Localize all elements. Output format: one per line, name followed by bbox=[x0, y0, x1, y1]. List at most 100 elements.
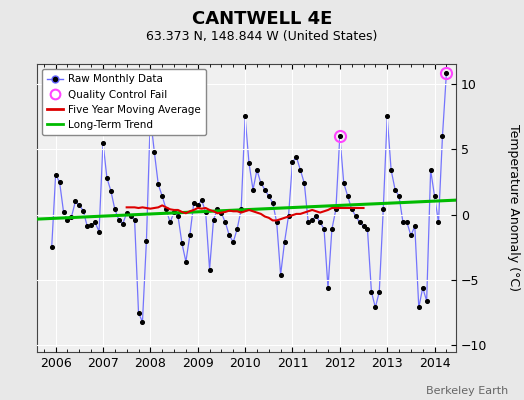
Point bbox=[419, 285, 427, 291]
Point bbox=[367, 288, 376, 295]
Text: 63.373 N, 148.844 W (United States): 63.373 N, 148.844 W (United States) bbox=[146, 30, 378, 43]
Point bbox=[363, 226, 372, 232]
Point bbox=[347, 206, 356, 212]
Point bbox=[209, 216, 217, 223]
Point bbox=[233, 226, 242, 232]
Point bbox=[193, 202, 202, 208]
Point bbox=[379, 206, 387, 212]
Point bbox=[403, 219, 411, 226]
Point bbox=[304, 219, 312, 226]
Point bbox=[130, 216, 139, 223]
Point bbox=[166, 219, 174, 226]
Point bbox=[51, 172, 60, 178]
Point bbox=[395, 193, 403, 200]
Point bbox=[154, 181, 162, 188]
Point bbox=[316, 219, 324, 226]
Point bbox=[411, 223, 419, 230]
Legend: Raw Monthly Data, Quality Control Fail, Five Year Moving Average, Long-Term Tren: Raw Monthly Data, Quality Control Fail, … bbox=[42, 69, 206, 135]
Point bbox=[201, 209, 210, 215]
Point bbox=[178, 240, 186, 246]
Point bbox=[371, 304, 379, 311]
Point bbox=[265, 193, 273, 200]
Point bbox=[296, 167, 304, 173]
Point bbox=[430, 193, 439, 200]
Point bbox=[328, 226, 336, 232]
Point bbox=[118, 220, 127, 227]
Point bbox=[185, 232, 194, 239]
Point bbox=[205, 266, 214, 273]
Point bbox=[292, 154, 301, 160]
Point bbox=[79, 208, 88, 214]
Point bbox=[288, 159, 297, 165]
Point bbox=[434, 219, 443, 226]
Point bbox=[91, 219, 99, 226]
Point bbox=[414, 304, 423, 311]
Point bbox=[253, 167, 261, 173]
Point bbox=[355, 219, 364, 226]
Point bbox=[285, 213, 293, 219]
Point bbox=[217, 210, 226, 216]
Point bbox=[111, 206, 119, 212]
Point bbox=[162, 206, 170, 212]
Point bbox=[87, 222, 95, 228]
Point bbox=[280, 239, 289, 245]
Point bbox=[268, 200, 277, 206]
Point bbox=[59, 209, 68, 215]
Point bbox=[134, 310, 143, 316]
Text: CANTWELL 4E: CANTWELL 4E bbox=[192, 10, 332, 28]
Point bbox=[336, 133, 344, 139]
Point bbox=[359, 223, 368, 230]
Point bbox=[257, 180, 265, 186]
Point bbox=[407, 232, 415, 239]
Point bbox=[198, 197, 206, 203]
Point bbox=[99, 139, 107, 146]
Point bbox=[63, 216, 72, 223]
Point bbox=[237, 206, 245, 212]
Point bbox=[260, 186, 269, 193]
Point bbox=[221, 219, 230, 226]
Point bbox=[146, 113, 155, 120]
Point bbox=[272, 219, 281, 226]
Text: Berkeley Earth: Berkeley Earth bbox=[426, 386, 508, 396]
Point bbox=[95, 228, 103, 235]
Point bbox=[56, 179, 64, 185]
Point bbox=[190, 200, 198, 206]
Point bbox=[391, 186, 399, 193]
Point bbox=[138, 319, 147, 325]
Point bbox=[103, 175, 111, 181]
Point bbox=[308, 216, 316, 223]
Point bbox=[399, 219, 407, 226]
Point bbox=[320, 226, 328, 232]
Point bbox=[241, 113, 249, 120]
Point bbox=[170, 209, 178, 215]
Point bbox=[352, 213, 360, 219]
Y-axis label: Temperature Anomaly (°C): Temperature Anomaly (°C) bbox=[507, 124, 520, 292]
Point bbox=[442, 70, 451, 76]
Point bbox=[174, 213, 182, 219]
Point bbox=[387, 167, 395, 173]
Point bbox=[249, 186, 257, 193]
Point bbox=[340, 180, 348, 186]
Point bbox=[126, 213, 135, 219]
Point bbox=[422, 298, 431, 304]
Point bbox=[123, 210, 131, 216]
Point bbox=[213, 206, 222, 212]
Point bbox=[277, 272, 285, 278]
Point bbox=[312, 213, 320, 219]
Point bbox=[48, 244, 56, 250]
Point bbox=[67, 214, 75, 220]
Point bbox=[83, 223, 91, 230]
Point bbox=[427, 167, 435, 173]
Point bbox=[71, 198, 80, 205]
Point bbox=[383, 113, 391, 120]
Point bbox=[75, 202, 83, 208]
Point bbox=[158, 193, 167, 200]
Point bbox=[115, 216, 123, 223]
Point bbox=[107, 188, 115, 194]
Point bbox=[225, 232, 234, 239]
Point bbox=[300, 180, 309, 186]
Point bbox=[182, 258, 190, 265]
Point bbox=[245, 160, 253, 167]
Point bbox=[229, 239, 237, 245]
Point bbox=[332, 206, 340, 212]
